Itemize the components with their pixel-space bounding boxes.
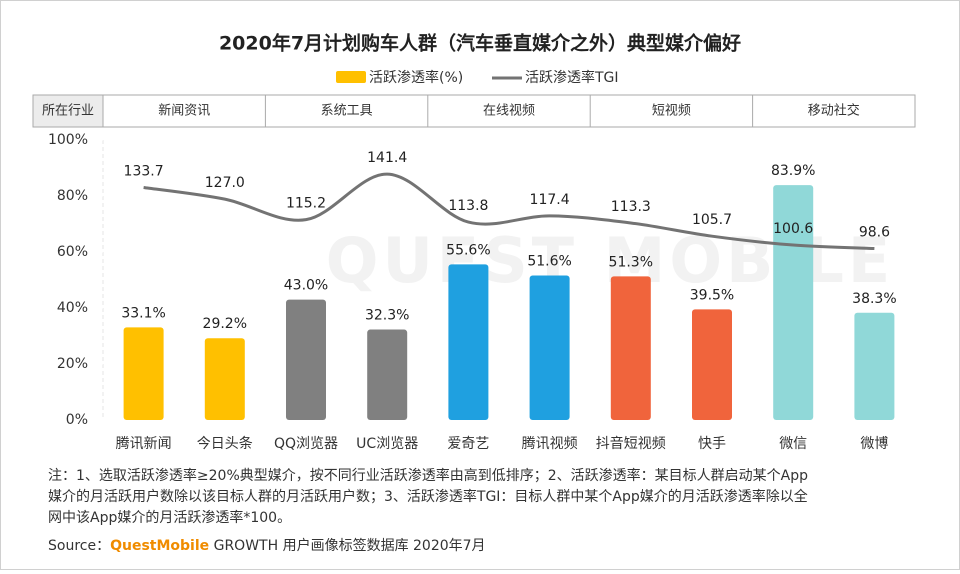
source-brand: QuestMobile xyxy=(110,538,209,554)
bar xyxy=(448,264,489,420)
data-label: 55.6% xyxy=(446,242,490,258)
y-tick-label: 100% xyxy=(48,132,88,148)
data-label: 32.3% xyxy=(365,308,409,324)
data-label: 113.8 xyxy=(448,198,488,214)
y-tick-label: 20% xyxy=(57,356,88,372)
data-label: 127.0 xyxy=(205,175,245,191)
x-tick-label: 快手 xyxy=(698,436,726,452)
data-label: 98.6 xyxy=(859,225,890,241)
x-tick-label: 腾讯新闻 xyxy=(116,435,172,452)
x-tick-label: 抖音短视频 xyxy=(596,435,666,452)
header-cell xyxy=(32,94,104,128)
x-tick-label: 腾讯视频 xyxy=(522,435,578,452)
data-label: 83.9% xyxy=(771,163,815,179)
legend-label: 活跃渗透率(%) xyxy=(369,69,463,86)
bar xyxy=(123,327,164,420)
legend-label: 活跃渗透率TGI xyxy=(525,69,619,86)
line xyxy=(143,172,875,251)
note: 媒介的月活跃用户数除以该目标人群的月活跃用户数；3、活跃渗透率TGI：目标人群中… xyxy=(48,488,808,505)
data-label: 39.5% xyxy=(690,287,734,303)
bar xyxy=(204,338,245,420)
x-tick-label: 今日头条 xyxy=(197,435,253,452)
data-label: 113.3 xyxy=(611,199,651,215)
data-label: 33.1% xyxy=(121,305,165,321)
bar xyxy=(286,299,326,420)
y-tick-label: 60% xyxy=(57,244,88,260)
source-text: GROWTH 用户画像标签数据库 2020年7月 xyxy=(209,537,485,554)
x-tick-label: QQ浏览器 xyxy=(274,436,338,452)
data-label: 133.7 xyxy=(124,163,164,179)
x-tick-label: 微博 xyxy=(860,435,888,452)
bar xyxy=(529,275,570,420)
note: 注：1、选取活跃渗透率≥20%典型媒介，按不同行业活跃渗透率由高到低排序；2、活… xyxy=(48,467,808,484)
legend-swatch xyxy=(336,71,366,83)
data-label: 29.2% xyxy=(203,316,247,332)
note: 网中该App媒介的月活跃渗透率*100。 xyxy=(48,509,291,526)
group-label: 在线视频 xyxy=(483,104,535,119)
data-label: 38.3% xyxy=(852,291,896,307)
data-label: 51.3% xyxy=(609,254,653,270)
y-tick-label: 40% xyxy=(57,300,88,316)
source: Source：QuestMobile GROWTH 用户画像标签数据库 2020… xyxy=(48,537,486,554)
data-label: 43.0% xyxy=(284,278,328,294)
y-tick-label: 80% xyxy=(57,188,88,204)
data-label: 141.4 xyxy=(367,150,407,166)
data-label: 117.4 xyxy=(530,192,570,208)
group-label: 移动社交 xyxy=(808,103,860,119)
bar xyxy=(367,329,408,420)
source-prefix: Source： xyxy=(48,538,110,554)
bar xyxy=(692,309,732,420)
data-label: 100.6 xyxy=(773,221,813,237)
y-tick-label: 0% xyxy=(66,412,88,428)
data-label: 51.6% xyxy=(527,254,571,270)
group-label: 短视频 xyxy=(652,104,691,119)
bar xyxy=(854,312,895,420)
x-tick-label: 微信 xyxy=(779,436,807,452)
data-label: 115.2 xyxy=(286,196,326,212)
bar xyxy=(610,276,651,420)
group-label: 新闻资讯 xyxy=(158,103,210,119)
group-label: 系统工具 xyxy=(321,104,373,119)
x-tick-label: UC浏览器 xyxy=(356,436,418,452)
x-tick-label: 爱奇艺 xyxy=(447,435,489,452)
header-label: 所在行业 xyxy=(42,104,94,119)
chart-title: 2020年7月计划购车人群（汽车垂直媒介之外）典型媒介偏好 xyxy=(219,32,741,55)
data-label: 105.7 xyxy=(692,212,732,228)
header-row xyxy=(32,94,916,128)
